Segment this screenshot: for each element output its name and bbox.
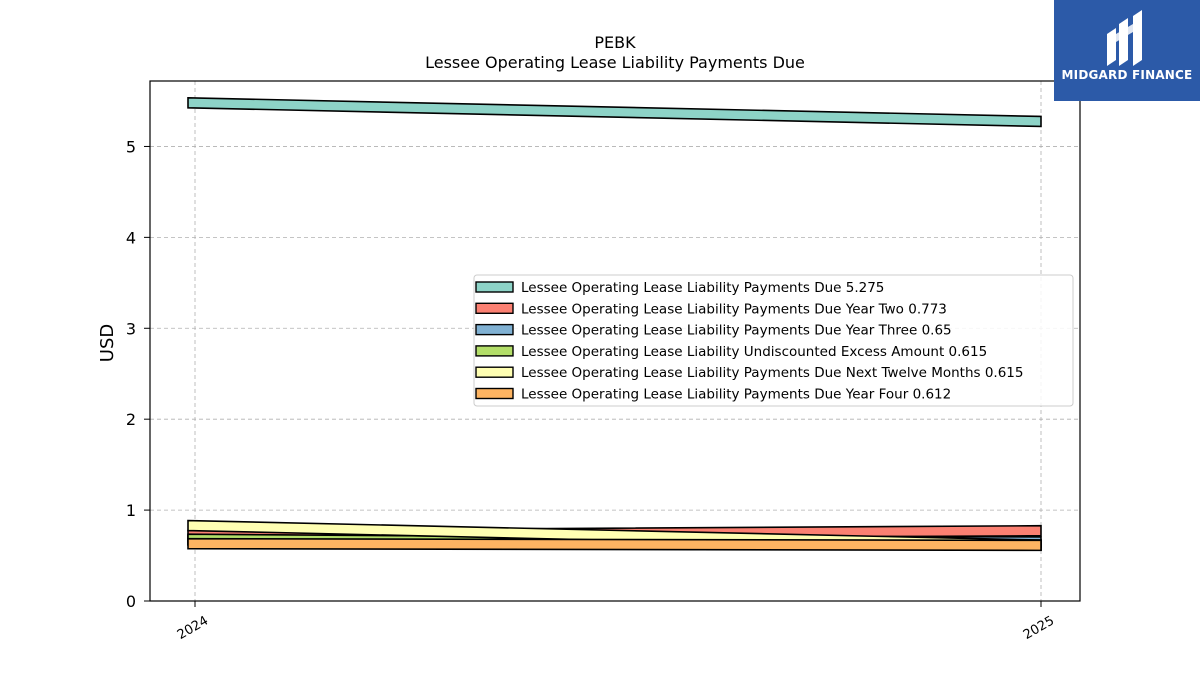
y-tick-label: 0 — [126, 592, 136, 611]
legend-label-1: Lessee Operating Lease Liability Payment… — [521, 301, 947, 317]
y-tick-label: 2 — [126, 410, 136, 429]
y-axis-label: USD — [97, 324, 118, 362]
legend-box — [473, 274, 1074, 407]
y-tick-label: 3 — [126, 319, 136, 338]
legend-label-0: Lessee Operating Lease Liability Payment… — [521, 280, 884, 296]
x-axis: 2024 2025 — [175, 601, 1057, 643]
series-band-5 — [187, 537, 1042, 552]
y-tick-label: 1 — [126, 501, 136, 520]
legend-swatch-1 — [475, 302, 514, 314]
legend-label-2: Lessee Operating Lease Liability Payment… — [521, 323, 952, 339]
y-tick-label: 4 — [126, 228, 136, 247]
legend-swatch-4 — [475, 366, 514, 378]
x-tick-label: 2025 — [1021, 613, 1057, 643]
chart-title: PEBK — [594, 33, 636, 52]
chart-subtitle: Lessee Operating Lease Liability Payment… — [425, 53, 805, 72]
legend-label-4: Lessee Operating Lease Liability Payment… — [521, 365, 1023, 381]
legend-label-3: Lessee Operating Lease Liability Undisco… — [521, 344, 987, 360]
plot-frame — [149, 80, 1081, 602]
series-band-0 — [187, 97, 1042, 128]
legend-swatch-5 — [475, 387, 514, 400]
legend-swatch-0 — [475, 281, 514, 293]
y-axis: 0 1 2 3 4 5 — [126, 137, 150, 611]
y-tick-label: 5 — [126, 137, 136, 156]
midgard-m-logo-icon — [1107, 10, 1142, 66]
x-tick-label: 2024 — [175, 613, 211, 643]
legend-swatch-2 — [475, 323, 514, 336]
series-layer — [187, 97, 1042, 552]
legend-label-5: Lessee Operating Lease Liability Payment… — [521, 387, 951, 403]
chart-legend: Lessee Operating Lease Liability Payment… — [473, 274, 1074, 407]
brand-logo: MIDGARD FINANCE — [1054, 0, 1200, 101]
brand-name: MIDGARD FINANCE — [1061, 68, 1193, 82]
legend-swatch-3 — [475, 345, 514, 357]
